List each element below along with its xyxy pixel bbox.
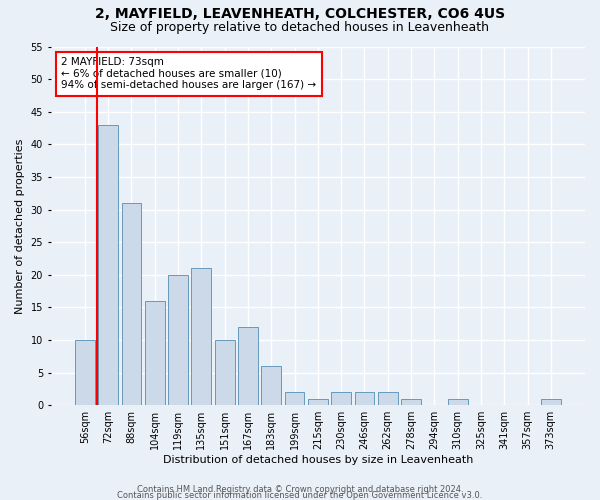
Bar: [378, 392, 398, 405]
Bar: [122, 203, 142, 405]
Bar: [541, 398, 561, 405]
Text: Size of property relative to detached houses in Leavenheath: Size of property relative to detached ho…: [110, 21, 490, 34]
Bar: [401, 398, 421, 405]
Bar: [262, 366, 281, 405]
Y-axis label: Number of detached properties: Number of detached properties: [15, 138, 25, 314]
Text: Contains HM Land Registry data © Crown copyright and database right 2024.: Contains HM Land Registry data © Crown c…: [137, 484, 463, 494]
Bar: [331, 392, 351, 405]
Text: Contains public sector information licensed under the Open Government Licence v3: Contains public sector information licen…: [118, 490, 482, 500]
Text: 2 MAYFIELD: 73sqm
← 6% of detached houses are smaller (10)
94% of semi-detached : 2 MAYFIELD: 73sqm ← 6% of detached house…: [61, 58, 317, 90]
Text: 2, MAYFIELD, LEAVENHEATH, COLCHESTER, CO6 4US: 2, MAYFIELD, LEAVENHEATH, COLCHESTER, CO…: [95, 8, 505, 22]
Bar: [191, 268, 211, 405]
Bar: [308, 398, 328, 405]
Bar: [98, 125, 118, 405]
Bar: [238, 327, 258, 405]
Bar: [145, 301, 164, 405]
Bar: [168, 275, 188, 405]
Bar: [215, 340, 235, 405]
Bar: [75, 340, 95, 405]
Bar: [448, 398, 467, 405]
Bar: [355, 392, 374, 405]
X-axis label: Distribution of detached houses by size in Leavenheath: Distribution of detached houses by size …: [163, 455, 473, 465]
Bar: [284, 392, 304, 405]
